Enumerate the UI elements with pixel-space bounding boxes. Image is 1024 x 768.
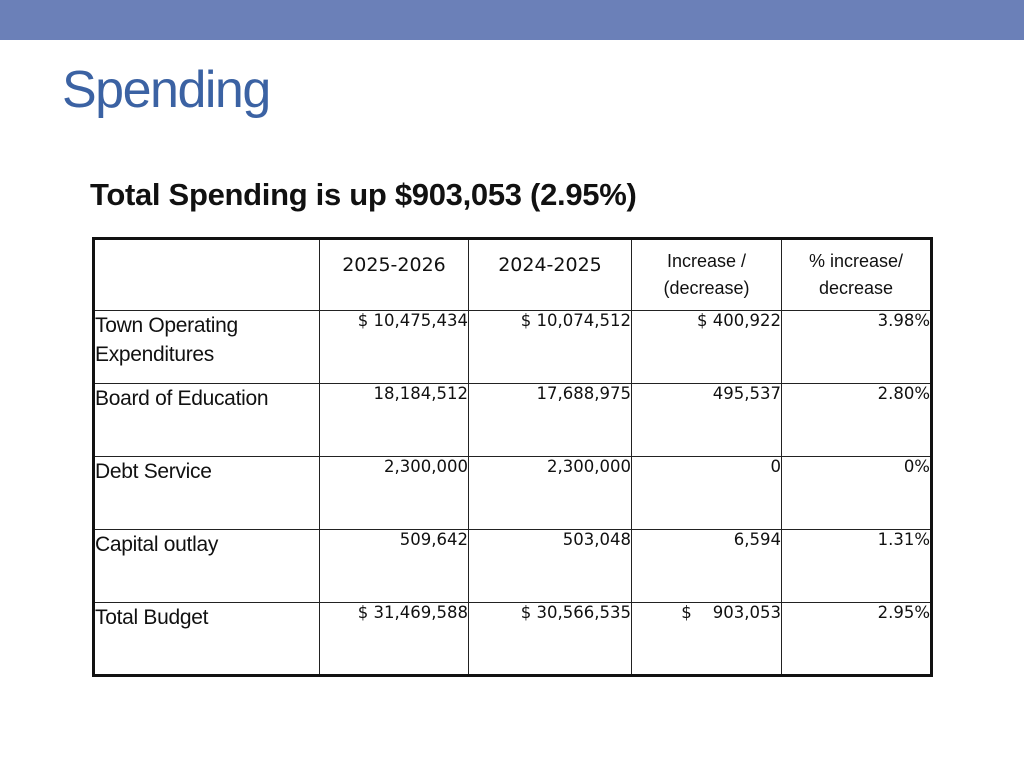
slide-subtitle: Total Spending is up $903,053 (2.95%)	[90, 177, 637, 212]
header-year-1-text: 2025-2026	[342, 254, 446, 276]
cell-year-1: 509,642	[319, 529, 469, 603]
cell-increase: $ 400,922	[631, 310, 782, 384]
cell-percent: 2.95%	[781, 602, 932, 676]
row-label: Board of Education	[93, 383, 320, 457]
cell-year-2: $ 10,074,512	[468, 310, 632, 384]
table-header-row: 2025-2026 2024-2025 Increase / (decrease…	[93, 238, 932, 311]
header-increase-line1: Increase /	[666, 251, 747, 271]
header-percent-text: % increase/ decrease	[782, 240, 930, 302]
row-label: Debt Service	[93, 456, 320, 530]
header-band	[0, 0, 1024, 40]
row-label-line2: Expenditures	[95, 343, 214, 366]
row-label: Town Operating Expenditures	[93, 310, 320, 384]
header-percent-line2: decrease	[818, 278, 894, 298]
header-year-2-text: 2024-2025	[498, 254, 602, 276]
header-year-2: 2024-2025	[468, 238, 632, 311]
header-percent-line1: % increase/	[808, 251, 904, 271]
cell-year-2: 17,688,975	[468, 383, 632, 457]
header-increase-line2: (decrease)	[663, 278, 750, 298]
cell-increase: 0	[631, 456, 782, 530]
header-increase-text: Increase / (decrease)	[632, 240, 781, 302]
cell-year-1: $ 31,469,588	[319, 602, 469, 676]
cell-increase: 495,537	[631, 383, 782, 457]
slide-title: Spending	[62, 61, 271, 119]
cell-year-1: 18,184,512	[319, 383, 469, 457]
table-row-total: Total Budget $ 31,469,588 $ 30,566,535 $…	[93, 602, 932, 676]
table-row: Board of Education 18,184,512 17,688,975…	[93, 383, 932, 457]
cell-increase: 6,594	[631, 529, 782, 603]
row-label-line1: Town Operating	[95, 314, 238, 337]
row-label: Total Budget	[93, 602, 320, 676]
header-label-cell	[93, 238, 320, 311]
cell-percent: 2.80%	[781, 383, 932, 457]
cell-percent: 3.98%	[781, 310, 932, 384]
header-percent: % increase/ decrease	[781, 238, 932, 311]
cell-year-2: 2,300,000	[468, 456, 632, 530]
table-row: Capital outlay 509,642 503,048 6,594 1.3…	[93, 529, 932, 603]
cell-year-1: $ 10,475,434	[319, 310, 469, 384]
row-label: Capital outlay	[93, 529, 320, 603]
table-row: Town Operating Expenditures $ 10,475,434…	[93, 310, 932, 384]
cell-year-2: $ 30,566,535	[468, 602, 632, 676]
cell-increase: $ 903,053	[631, 602, 782, 676]
header-increase: Increase / (decrease)	[631, 238, 782, 311]
cell-percent: 0%	[781, 456, 932, 530]
cell-year-2: 503,048	[468, 529, 632, 603]
spending-table: 2025-2026 2024-2025 Increase / (decrease…	[92, 237, 933, 677]
header-year-1: 2025-2026	[319, 238, 469, 311]
cell-year-1: 2,300,000	[319, 456, 469, 530]
cell-percent: 1.31%	[781, 529, 932, 603]
table-row: Debt Service 2,300,000 2,300,000 0 0%	[93, 456, 932, 530]
